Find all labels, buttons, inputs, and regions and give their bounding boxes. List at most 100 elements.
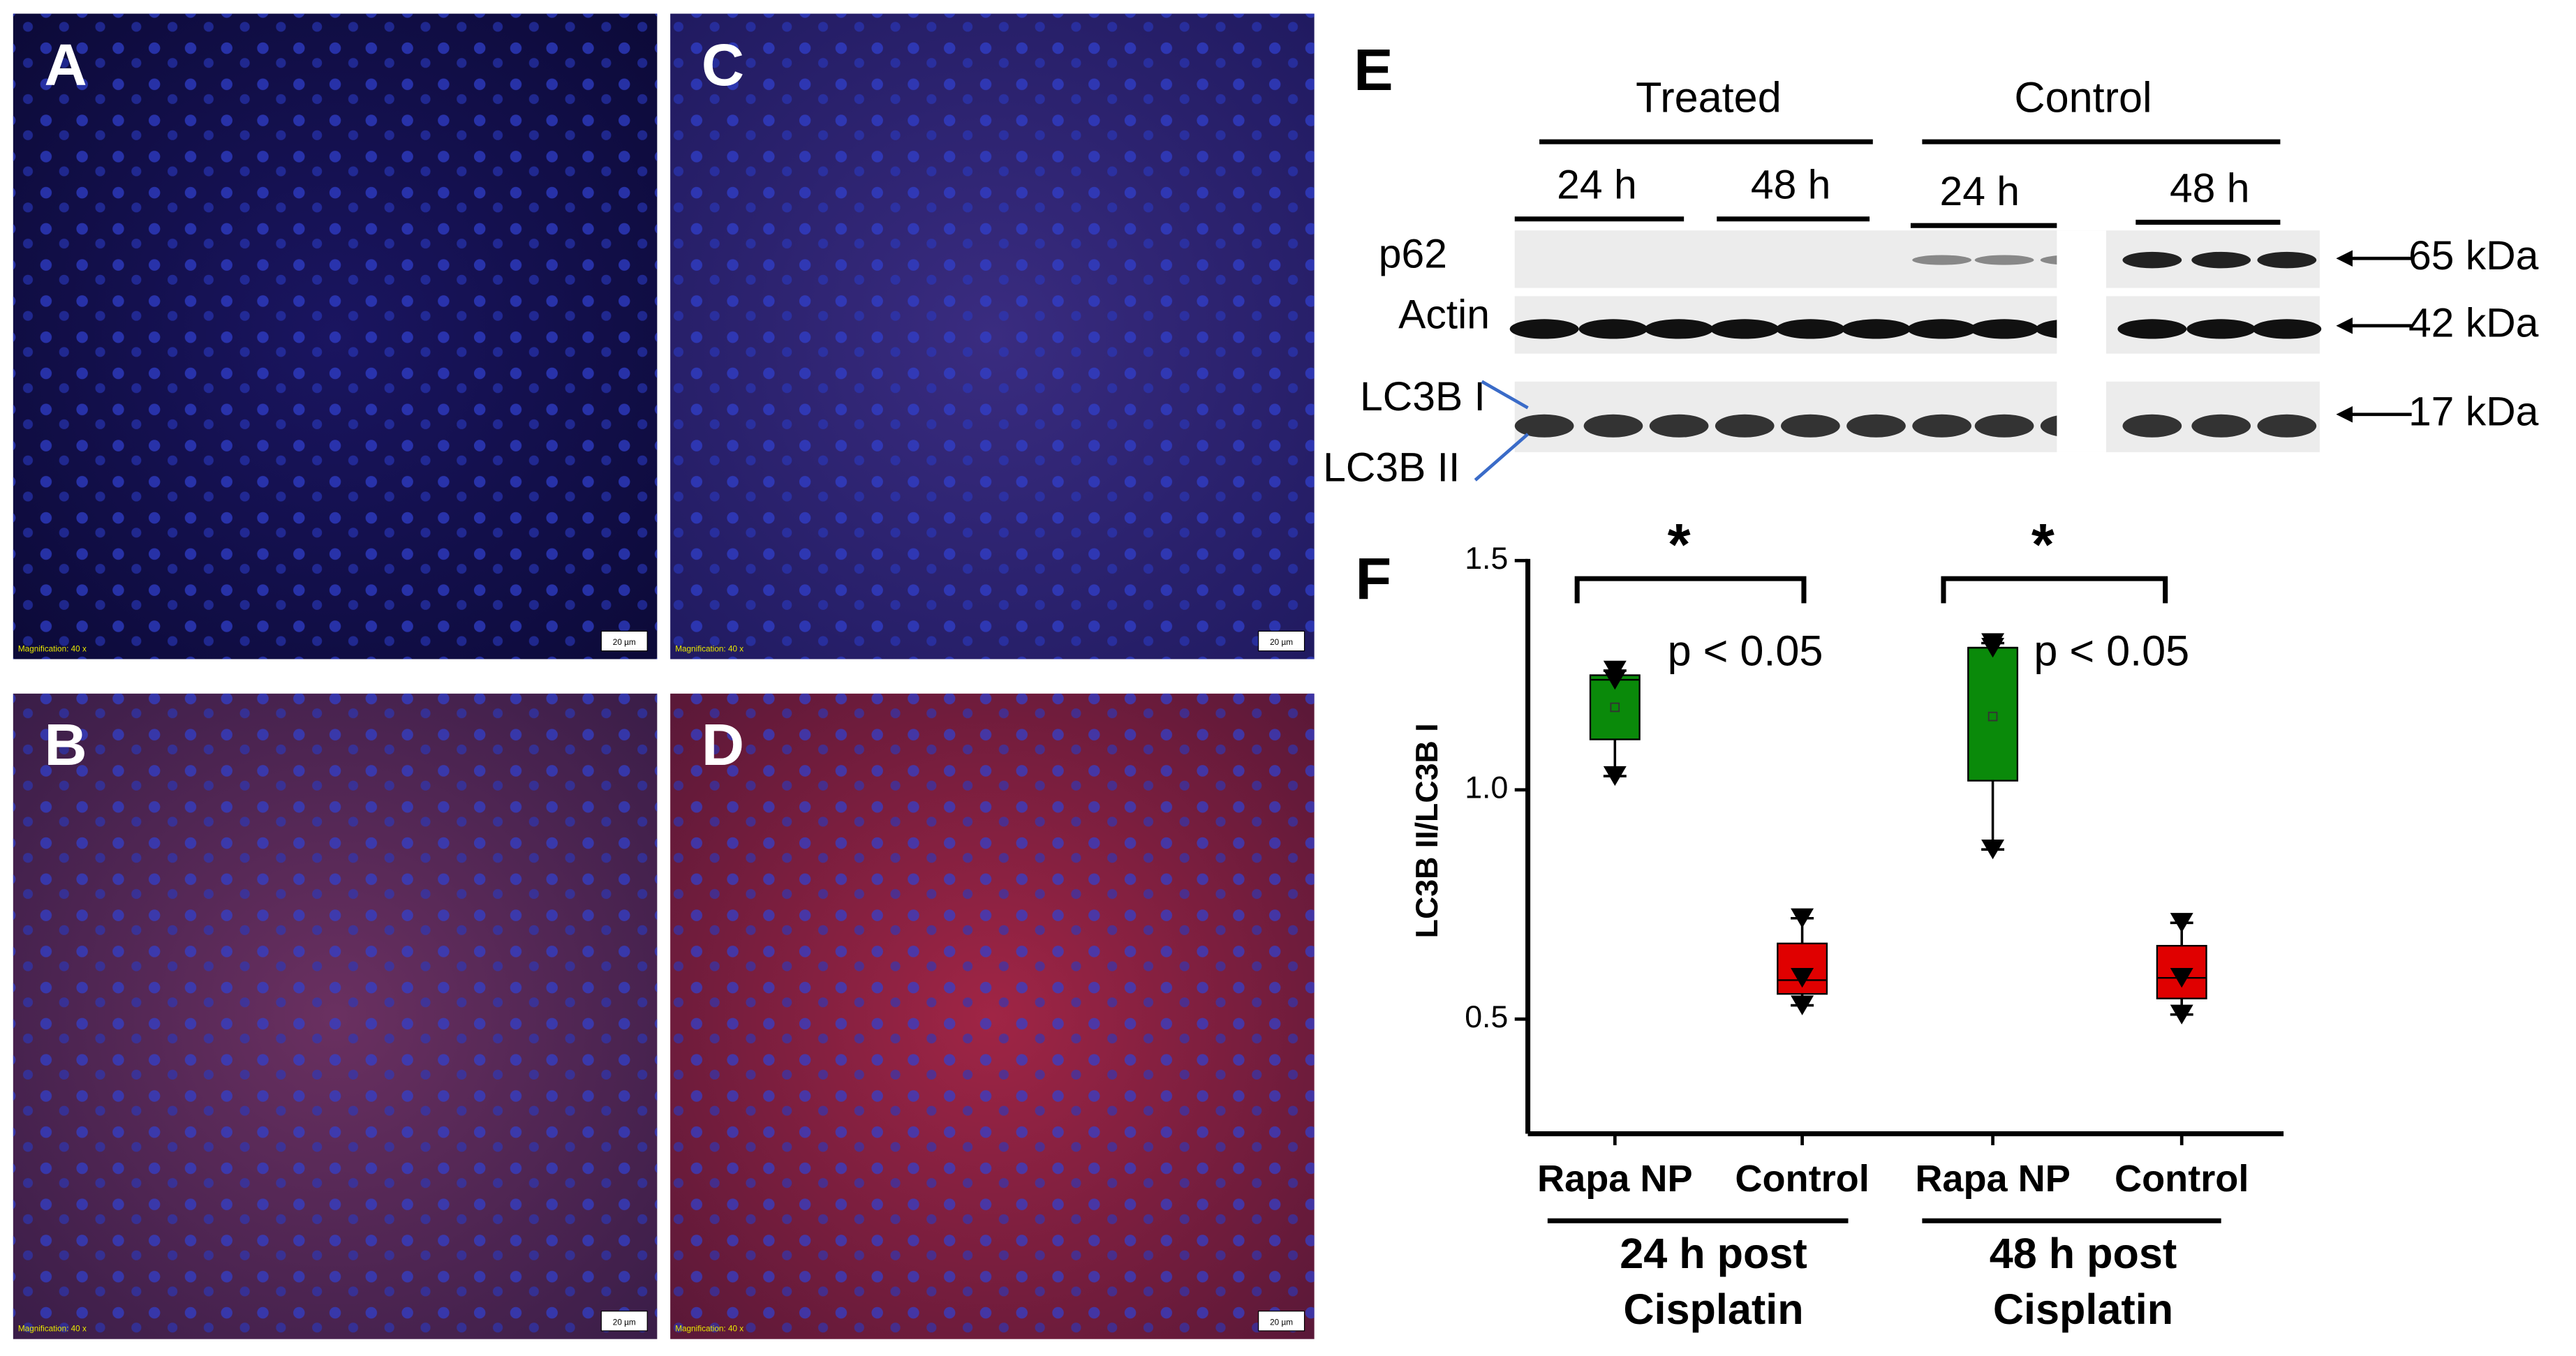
panel-letter: E (1354, 36, 1393, 103)
lc3-band (2257, 414, 2317, 438)
magnification: Magnification: 40 x (675, 644, 743, 653)
panel-letter: B (45, 711, 87, 777)
p62-band (1912, 255, 1971, 265)
actin-band (2186, 319, 2256, 339)
lc3-band (1846, 414, 1906, 438)
panel-letter: D (702, 711, 744, 777)
group-label: Control (2014, 73, 2152, 121)
scale-bar-box (1258, 1311, 1305, 1332)
lc3-band (1649, 414, 1709, 438)
bracket (1941, 576, 2168, 604)
scale-bar: 20 µm (613, 1318, 636, 1327)
x-tick-label: Rapa NP (1915, 1158, 2071, 1200)
data-point (1791, 908, 1814, 928)
scale-bar-box (1258, 630, 1305, 652)
row-label: Actin (1398, 292, 1490, 337)
box-plot: F LC3B II/LC3B I 0.5 1.0 1.5 Rapa NP Control Ra… (1355, 511, 2284, 1333)
pointer (1481, 380, 1529, 410)
actin-band (1775, 319, 1845, 339)
x-tick-label: Rapa NP (1537, 1158, 1693, 1200)
timepoint-label: 24 h (1557, 163, 1637, 208)
actin-band (1644, 319, 1714, 339)
actin-band (2117, 319, 2187, 339)
row-label: LC3B I (1360, 374, 1486, 419)
actin-band (1842, 319, 1911, 339)
panel-letter: C (702, 31, 744, 98)
y-tick-label: 1.5 (1465, 542, 1508, 576)
data-point (1603, 766, 1627, 787)
scale-bar-box (600, 630, 648, 652)
significance-star: * (1668, 511, 1691, 577)
actin-band (1710, 319, 1779, 339)
group-label: Treated (1636, 73, 1782, 121)
data-point (1981, 637, 2005, 658)
lc3-band (2122, 414, 2182, 438)
lane-gap (2057, 230, 2106, 452)
data-point (2170, 1004, 2193, 1025)
row-label: p62 (1379, 231, 1447, 276)
magnification: Magnification: 40 x (18, 1325, 87, 1334)
nuclei (670, 693, 1315, 1339)
p62-band (1974, 255, 2034, 265)
p-value: p < 0.05 (2034, 627, 2189, 675)
pointer (1474, 433, 1530, 482)
scale-bar-box (600, 1311, 648, 1332)
significance-star: * (2031, 511, 2055, 577)
timepoint-label: 48 h (1751, 163, 1831, 208)
y-tick-label: 0.5 (1465, 1000, 1508, 1034)
mean (1610, 702, 1620, 713)
y-tick-label: 1.0 (1465, 771, 1508, 805)
lc3-band (1974, 414, 2034, 438)
group-label: 48 h post (1990, 1230, 2177, 1277)
scale-bar: 20 µm (1270, 638, 1293, 647)
actin-band (1509, 319, 1579, 339)
panel-letter: F (1355, 546, 1391, 612)
lc3-band (2191, 414, 2251, 438)
western-blot: E Treated Control 24 h 48 h 24 h 48 h p62 Actin L… (1323, 36, 2538, 490)
size-label: 65 kDa (2408, 233, 2539, 278)
data-point (1791, 995, 1814, 1015)
scale-bar: 20 µm (1270, 1318, 1293, 1327)
p62-band (2257, 251, 2317, 269)
timepoint-label: 48 h (2170, 165, 2250, 211)
data-point (2170, 913, 2193, 933)
lc3-band (1912, 414, 1971, 438)
p-value: p < 0.05 (1668, 627, 1823, 675)
nuclei (13, 693, 658, 1339)
data-point (1791, 968, 1814, 988)
arrow-head (2336, 406, 2353, 423)
data-point (1981, 840, 2005, 860)
magnification: Magnification: 40 x (675, 1325, 743, 1334)
magnification: Magnification: 40 x (18, 644, 87, 653)
actin-band (1969, 319, 2039, 339)
box (1967, 646, 2019, 782)
mean (1987, 711, 1998, 722)
lc3-band (1514, 414, 1574, 438)
data-point (2170, 968, 2193, 988)
lc3-band (1583, 414, 1643, 438)
nuclei (670, 13, 1315, 660)
size-label: 17 kDa (2408, 389, 2539, 434)
data-point (1603, 669, 1627, 690)
lc3-band (1780, 414, 1840, 438)
actin-band (2252, 319, 2322, 339)
x-tick-label: Control (2115, 1158, 2249, 1200)
lc3-band (1715, 414, 1775, 438)
bracket (1574, 576, 1807, 604)
actin-band (1578, 319, 1648, 339)
group-label: Cisplatin (1993, 1286, 2173, 1333)
actin-band (1907, 319, 1977, 339)
timepoint-label: 24 h (1939, 169, 2020, 214)
p62-band (2122, 251, 2182, 269)
scale-bar: 20 µm (613, 638, 636, 647)
group-label: 24 h post (1620, 1230, 1807, 1277)
arrow-head (2336, 317, 2353, 334)
x-tick-label: Control (1735, 1158, 1869, 1200)
group-label: Cisplatin (1623, 1286, 1803, 1333)
row-label: LC3B II (1323, 445, 1460, 490)
arrow-head (2336, 250, 2353, 267)
micrographs: A Magnification: 40 x 20 µm B Magnification:… (13, 13, 1315, 1339)
nuclei (13, 13, 658, 660)
